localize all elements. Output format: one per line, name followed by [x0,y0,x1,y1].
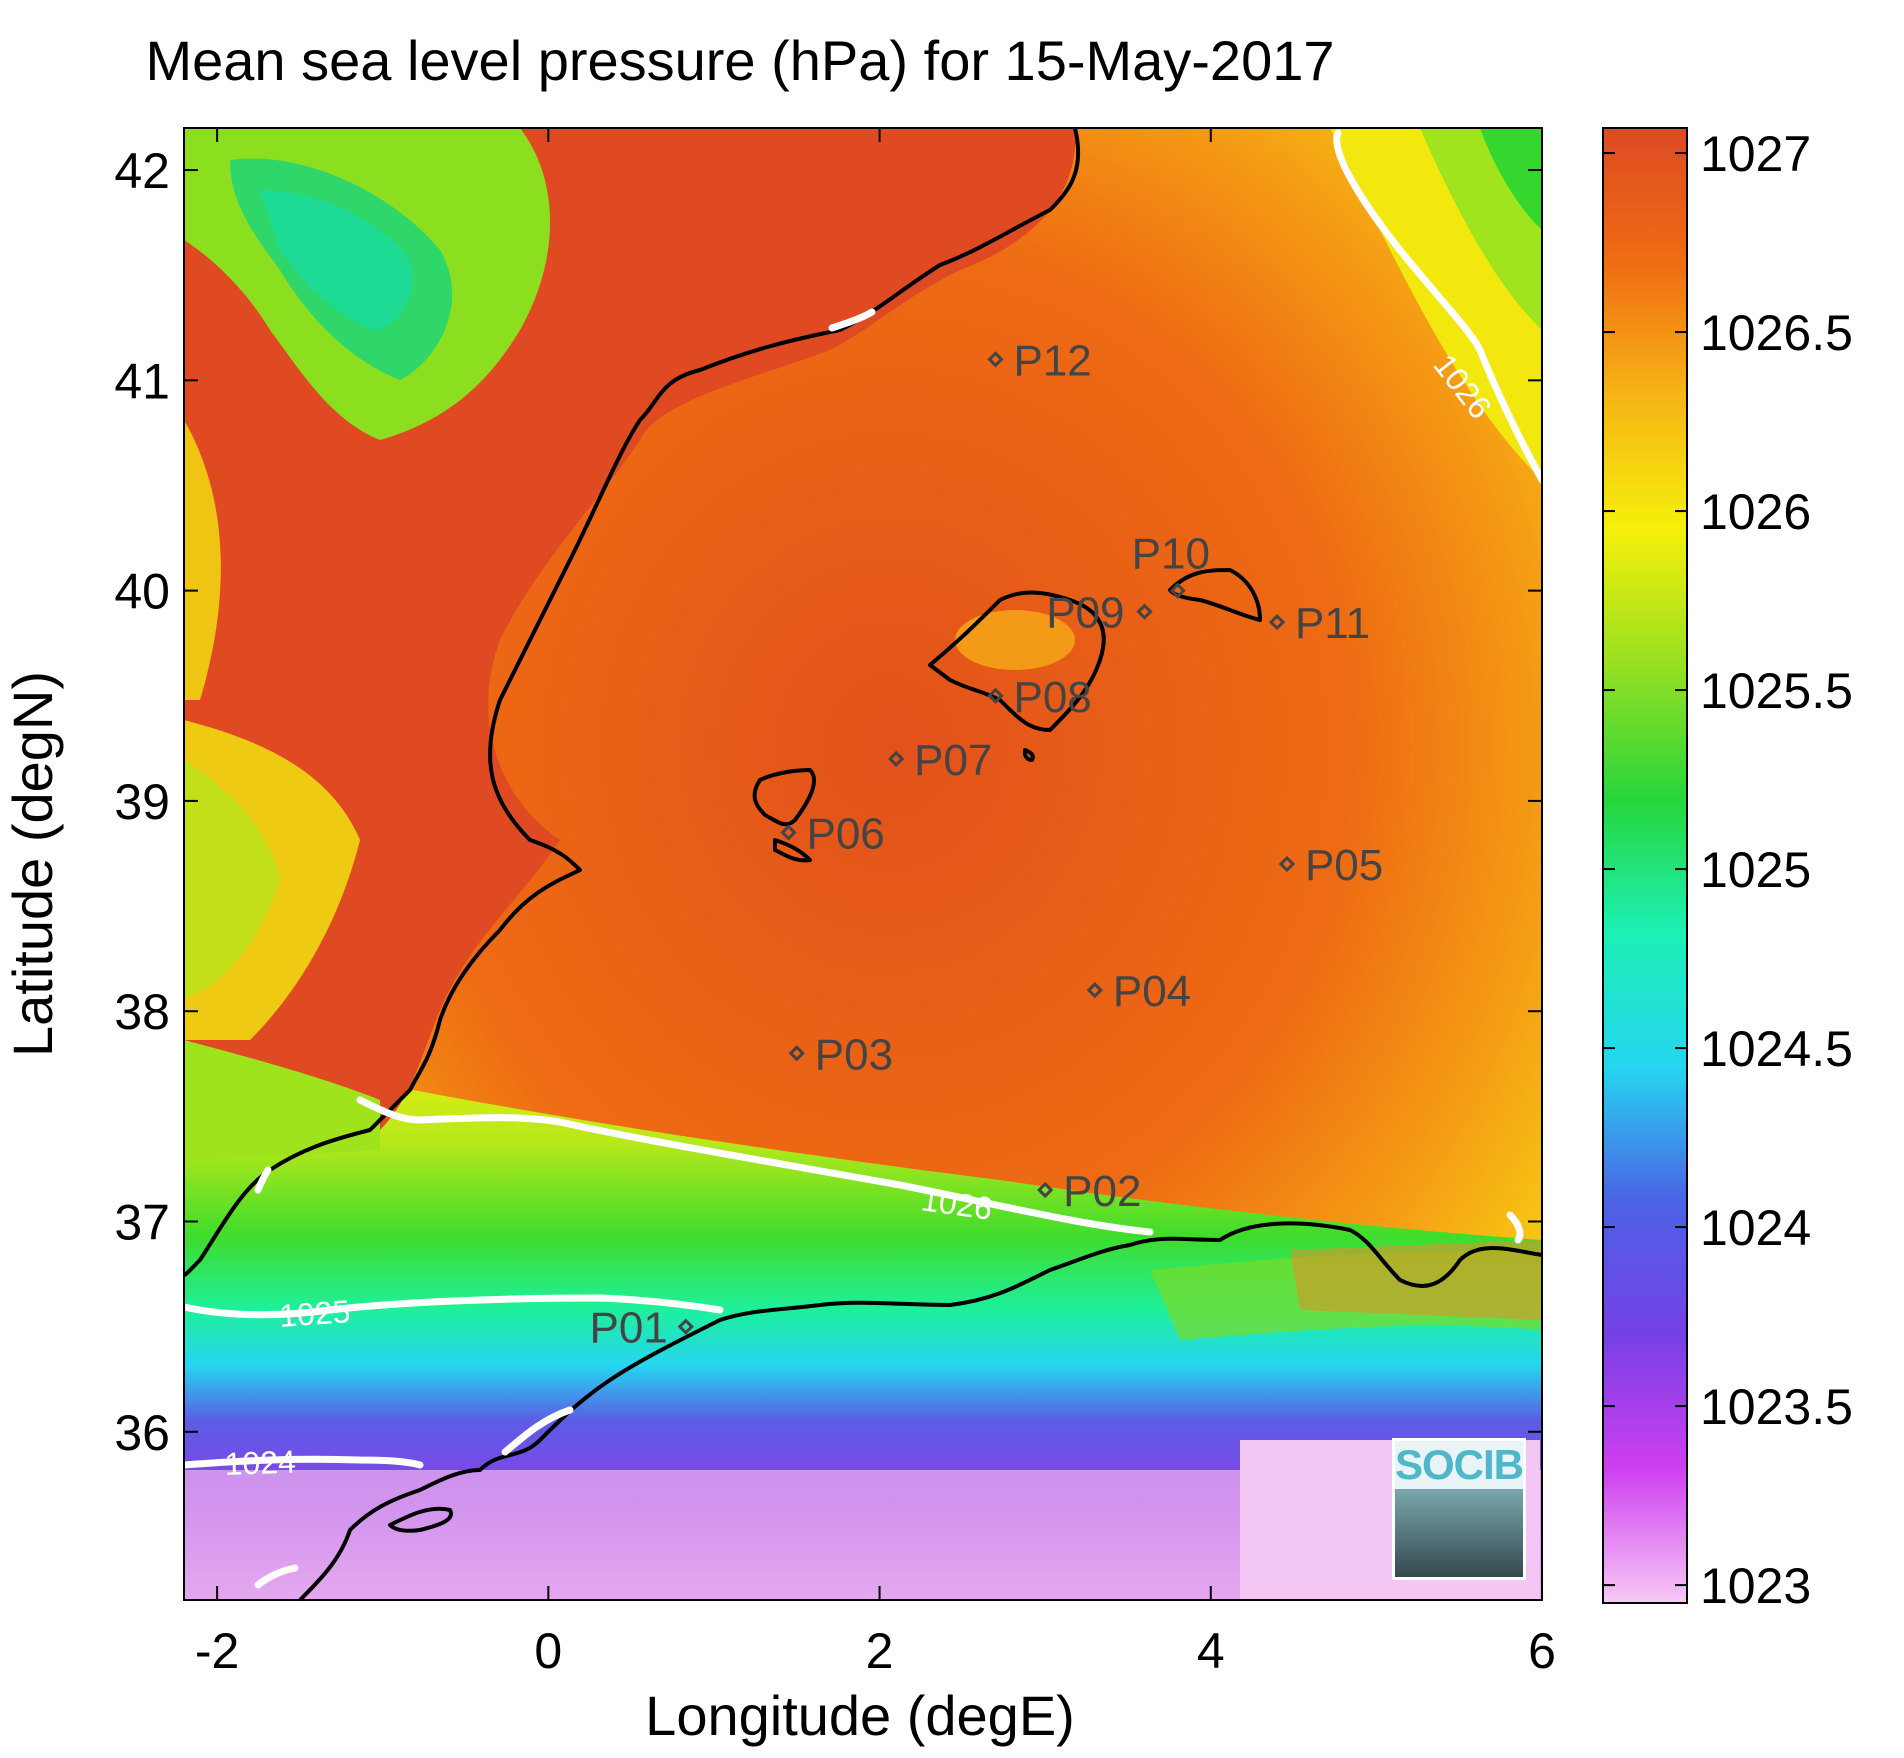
y-tick-label: 37 [114,1194,170,1250]
colorbar-tick-label: 1023 [1700,1558,1811,1614]
station-marker-p09 [1136,603,1153,620]
colorbar-tick-label: 1024 [1700,1200,1811,1256]
y-axis: 42 41 40 39 38 37 36 [114,143,1542,1461]
colorbar-tick-label: 1026 [1700,484,1811,540]
x-tick-label: 2 [866,1623,894,1679]
x-tick-label: 0 [534,1623,562,1679]
contour-label-1025: 1025 [278,1293,352,1334]
station-label-p12: P12 [1013,336,1091,385]
map-title: Mean sea level pressure (hPa) for 15-May… [145,29,1335,92]
socib-logo: SOCIB [1392,1438,1526,1580]
station-marker-p03 [788,1045,805,1062]
station-marker-p02 [1037,1181,1054,1199]
x-tick-label: 4 [1197,1623,1225,1679]
colorbar-tick-label: 1026.5 [1700,305,1853,361]
colorbar-tick-label: 1025.5 [1700,663,1853,719]
x-tick-label: 6 [1528,1623,1556,1679]
station-label-p08: P08 [1013,673,1091,722]
plot-frame [183,127,1543,1601]
contour-label-1024: 1024 [224,1444,296,1482]
station-marker-p07 [888,750,905,767]
station-marker-p01 [677,1318,694,1335]
station-marker-p04 [1086,982,1103,999]
colorbar-tick-label: 1025 [1700,842,1811,898]
station-marker-p12 [987,351,1004,368]
colorbar-tick-label: 1024.5 [1700,1021,1853,1077]
y-axis-label: Latitude (degN) [1,671,64,1057]
station-label-p05: P05 [1305,841,1383,890]
station-marker-p06 [780,824,797,841]
x-axis-label: Longitude (degE) [645,1684,1075,1747]
colorbar: 1027 1026.5 1026 1025.5 1025 1024.5 1024 1023.5… [1602,126,1853,1614]
station-marker-p05 [1278,855,1296,873]
socib-logo-text: SOCIB [1395,1441,1524,1489]
y-tick-label: 36 [114,1405,170,1461]
station-label-p11: P11 [1295,599,1370,648]
station-marker-p10 [1169,582,1186,599]
station-label-p02: P02 [1063,1167,1141,1216]
station-marker-p11 [1268,614,1286,631]
x-axis: -2 0 2 4 6 [195,128,1556,1679]
coastline [183,127,1543,1602]
y-tick-label: 42 [114,143,170,199]
colorbar-tick-label: 1027 [1700,126,1811,182]
station-label-p06: P06 [806,809,884,858]
station-label-p03: P03 [815,1030,893,1079]
pressure-field [184,128,1542,1600]
x-tick-label: -2 [195,1623,239,1679]
y-tick-label: 40 [114,564,170,620]
station-label-p07: P07 [914,736,992,785]
y-tick-label: 41 [114,353,170,409]
contour-lines [180,129,1546,1589]
station-label-p10: P10 [1132,530,1210,579]
y-tick-label: 38 [114,984,170,1040]
colorbar-tick-label: 1023.5 [1700,1379,1853,1435]
station-label-p04: P04 [1113,967,1191,1016]
station-label-p01: P01 [590,1304,668,1353]
y-tick-label: 39 [114,774,170,830]
station-label-p09: P09 [1046,589,1124,638]
station-marker-p08 [987,687,1004,704]
